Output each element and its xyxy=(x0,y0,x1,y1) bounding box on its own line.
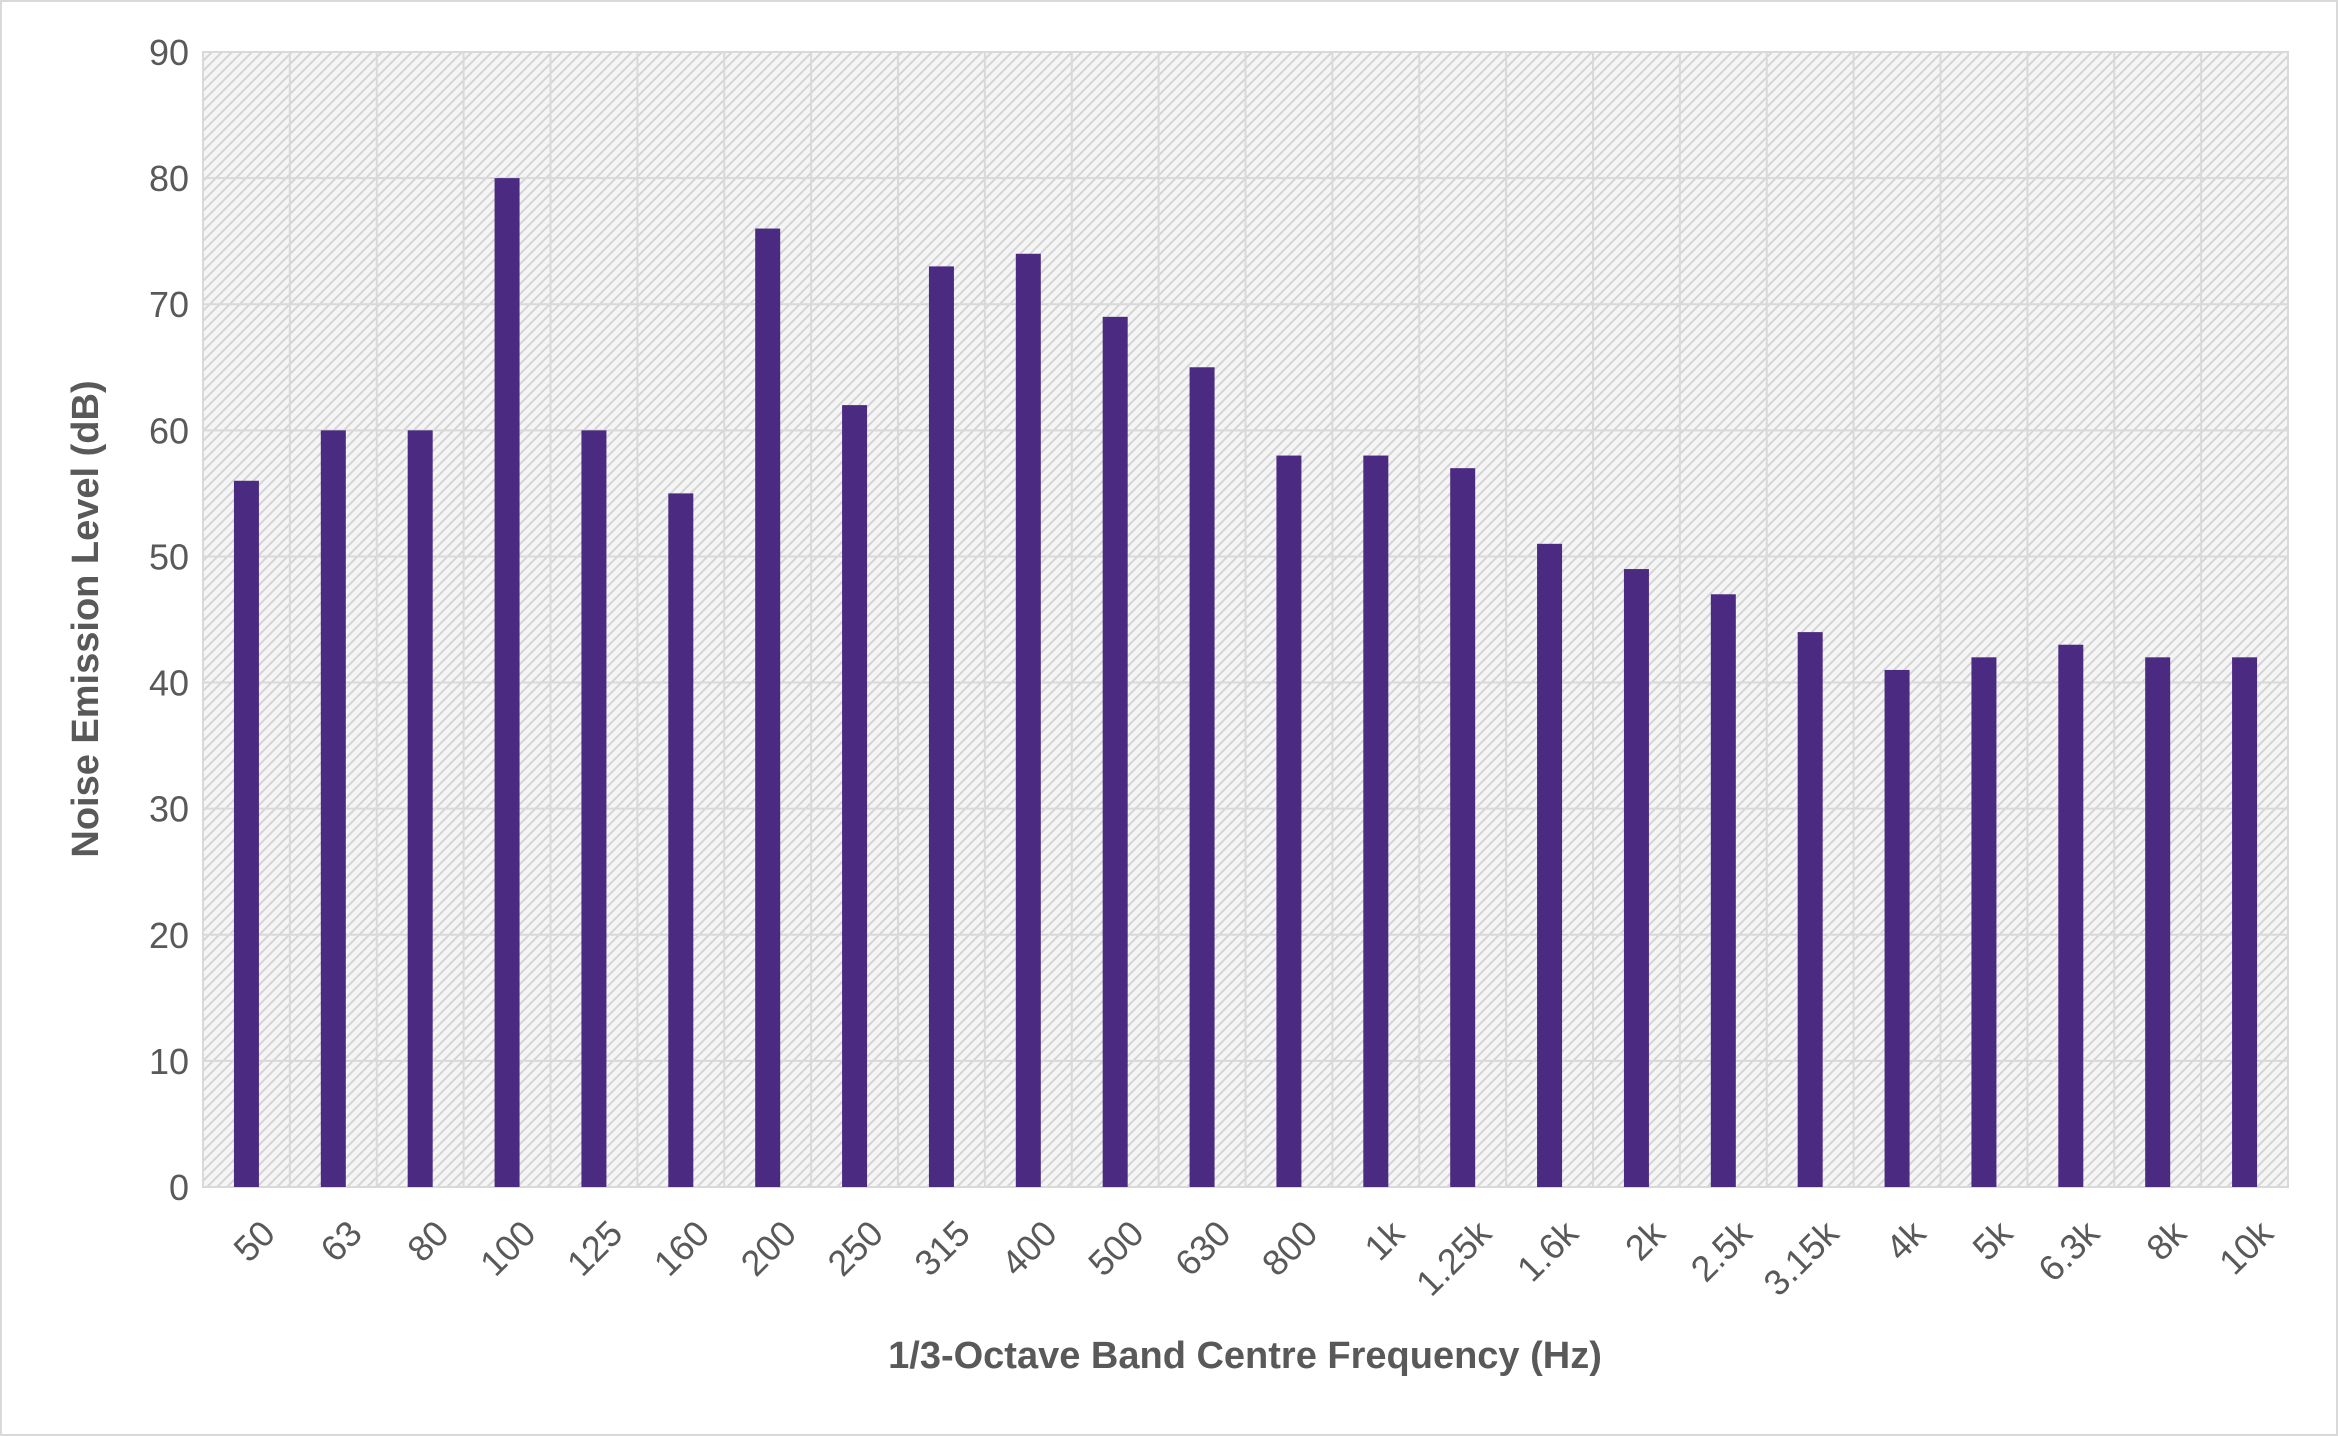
x-tick-label: 315 xyxy=(906,1212,977,1283)
y-tick-label: 20 xyxy=(149,915,189,956)
plot-border xyxy=(202,51,2289,1188)
bar-630 xyxy=(1189,367,1215,1187)
y-tick-label: 30 xyxy=(149,789,189,830)
x-tick-label: 630 xyxy=(1167,1212,1238,1283)
y-tick-label: 10 xyxy=(149,1041,189,1082)
y-tick-label: 70 xyxy=(149,284,189,325)
x-tick-label: 125 xyxy=(559,1212,630,1283)
x-tick-label: 800 xyxy=(1254,1212,1325,1283)
x-tick-label: 8k xyxy=(2138,1212,2195,1269)
bar-500 xyxy=(1102,316,1128,1187)
bar-4k xyxy=(1884,669,1910,1187)
bar-80 xyxy=(407,430,433,1187)
x-tick-label: 500 xyxy=(1080,1212,1151,1283)
x-tick-label: 2.5k xyxy=(1683,1212,1761,1290)
x-tick-label: 6.3k xyxy=(2030,1212,2108,1290)
bar-1k xyxy=(1363,455,1389,1187)
y-tick-label: 0 xyxy=(169,1167,189,1208)
bar-315 xyxy=(928,266,954,1187)
bar-6.3k xyxy=(2058,644,2084,1187)
x-tick-label: 2k xyxy=(1617,1212,1674,1269)
x-tick-label: 63 xyxy=(312,1212,369,1269)
y-tick-label: 60 xyxy=(149,410,189,451)
bars xyxy=(233,178,2258,1188)
y-tick-label: 80 xyxy=(149,158,189,199)
y-axis-ticks: 0 10 20 30 40 50 60 70 80 90 xyxy=(149,32,189,1208)
y-tick-label: 90 xyxy=(149,32,189,73)
bar-160 xyxy=(668,493,694,1187)
bar-2.5k xyxy=(1710,594,1736,1187)
x-tick-label: 200 xyxy=(733,1212,804,1283)
x-tick-label: 80 xyxy=(399,1212,456,1269)
x-tick-label: 1.6k xyxy=(1509,1212,1587,1290)
bar-1.25k xyxy=(1450,468,1476,1188)
x-tick-label: 250 xyxy=(819,1212,890,1283)
x-tick-label: 3.15k xyxy=(1755,1212,1847,1304)
bar-2k xyxy=(1623,569,1649,1187)
bar-8k xyxy=(2145,657,2171,1187)
x-tick-label: 4k xyxy=(1878,1212,1935,1269)
bar-3.15k xyxy=(1797,632,1823,1187)
bar-63 xyxy=(320,430,346,1187)
y-axis-title: Noise Emission Level (dB) xyxy=(65,380,107,857)
bar-250 xyxy=(842,405,868,1188)
x-axis-title: 1/3-Octave Band Centre Frequency (Hz) xyxy=(888,1335,1602,1377)
bar-200 xyxy=(755,228,781,1188)
x-tick-label: 50 xyxy=(225,1212,282,1269)
bar-5k xyxy=(1971,657,1997,1187)
gridlines xyxy=(202,51,2289,1188)
x-tick-label: 10k xyxy=(2211,1212,2282,1283)
bar-125 xyxy=(581,430,607,1187)
x-tick-label: 1k xyxy=(1356,1212,1413,1269)
y-tick-label: 50 xyxy=(149,536,189,577)
bar-800 xyxy=(1276,455,1302,1187)
x-tick-label: 160 xyxy=(646,1212,717,1283)
y-tick-label: 40 xyxy=(149,663,189,704)
x-tick-label: 400 xyxy=(993,1212,1064,1283)
x-tick-label: 1.25k xyxy=(1408,1212,1500,1304)
x-tick-label: 5k xyxy=(1964,1212,2021,1269)
bar-1.6k xyxy=(1537,543,1563,1187)
bar-100 xyxy=(494,178,520,1188)
bar-10k xyxy=(2232,657,2258,1187)
x-axis-ticks: 50 63 80 100 125 160 200 250 315 400 500 630 800 1k1.… xyxy=(225,1212,2281,1304)
bar-50 xyxy=(233,480,259,1187)
bar-400 xyxy=(1015,253,1041,1187)
x-tick-label: 100 xyxy=(472,1212,543,1283)
